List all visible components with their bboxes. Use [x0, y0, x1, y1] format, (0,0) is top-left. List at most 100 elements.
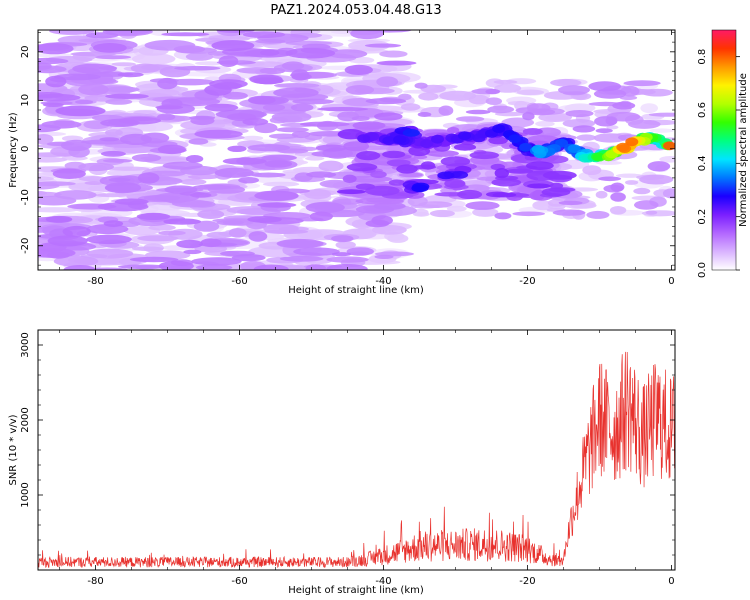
heatmap-cell	[86, 267, 128, 270]
heatmap-cell	[259, 67, 286, 75]
snr-series-line	[38, 351, 675, 569]
heatmap-cell	[162, 161, 203, 170]
heatmap-cell	[143, 195, 181, 201]
heatmap-cell	[465, 201, 500, 210]
heatmap-cell	[446, 205, 467, 212]
heatmap-cell	[95, 193, 130, 198]
heatmap-cell	[319, 179, 351, 188]
x-tick-label: -60	[231, 276, 247, 287]
heatmap-cell	[547, 199, 566, 207]
heatmap-cell	[279, 255, 324, 262]
heatmap-cell	[388, 179, 406, 186]
heatmap-cell	[376, 60, 417, 66]
heatmap-cell	[247, 144, 291, 152]
heatmap-cell	[105, 93, 149, 100]
heatmap-cell	[558, 200, 583, 206]
heatmap-cell	[227, 145, 247, 152]
heatmap-cell	[457, 189, 483, 200]
heatmap-cell	[131, 153, 162, 162]
x-tick-label: 0	[668, 576, 674, 587]
heatmap-cell	[516, 89, 545, 96]
heatmap-cell	[119, 133, 152, 145]
heatmap-cell	[305, 156, 325, 161]
heatmap-cell	[137, 235, 179, 242]
heatmap-cell	[191, 257, 242, 266]
heatmap-cell	[322, 135, 345, 145]
heatmap-cell	[46, 251, 70, 259]
heatmap-cell	[494, 168, 509, 179]
heatmap-cell	[565, 110, 594, 117]
heatmap-cell	[53, 73, 101, 81]
heatmap-cell	[437, 171, 455, 180]
heatmap-cell	[195, 264, 233, 270]
spectrogram-panel: -80 -60 -40 -20 0 -20 -10 0 10 20 Height of strai…	[8, 29, 676, 296]
heatmap-cell	[254, 190, 299, 201]
heatmap-cell	[640, 103, 658, 113]
heatmap-cell	[595, 128, 613, 134]
heatmap-cell	[487, 105, 515, 114]
heatmap-cell	[105, 98, 133, 105]
colorbar-tick-label: 0.0	[697, 262, 708, 278]
heatmap-cell	[398, 172, 423, 178]
heatmap-cell	[174, 65, 221, 71]
heatmap-cell	[372, 225, 407, 235]
heatmap-cell	[38, 93, 81, 102]
heatmap-cell	[526, 161, 554, 170]
heatmap-cell	[306, 171, 337, 178]
heatmap-cell	[365, 98, 407, 105]
heatmap-cell	[247, 95, 276, 105]
heatmap-cell	[273, 87, 319, 98]
heatmap-cell	[438, 105, 454, 116]
heatmap-cell	[379, 50, 408, 58]
heatmap-cell	[216, 30, 255, 33]
heatmap-cell	[315, 144, 347, 152]
heatmap-cell	[111, 62, 136, 67]
heatmap-cell	[94, 55, 132, 60]
heatmap-cell	[492, 124, 506, 133]
heatmap-cell	[420, 139, 434, 149]
heatmap-cell	[593, 88, 627, 99]
heatmap-cell	[103, 220, 124, 228]
spectrogram-xlabel: Height of straight line (km)	[288, 285, 424, 296]
heatmap-cell	[42, 102, 64, 108]
heatmap-cell	[53, 255, 99, 267]
heatmap-cell	[251, 172, 286, 178]
x-tick-label: 0	[668, 276, 674, 287]
heatmap-cell	[355, 183, 375, 190]
heatmap-cell	[304, 189, 332, 200]
heatmap-cell	[326, 264, 368, 270]
heatmap-cell	[364, 43, 402, 48]
x-tick-label: -80	[87, 276, 103, 287]
heatmap-cell	[588, 81, 622, 92]
heatmap-cell	[242, 31, 286, 38]
heatmap-cell	[426, 150, 459, 157]
heatmap-cell	[161, 32, 210, 37]
colorbar-tick-label: 0.6	[697, 102, 708, 118]
heatmap-cell	[519, 142, 533, 152]
heatmap-cell	[541, 187, 571, 197]
heatmap-cell	[576, 134, 597, 141]
heatmap-cell	[52, 168, 86, 179]
heatmap-cell	[38, 156, 68, 163]
colorbar-tick-label: 0.8	[697, 49, 708, 65]
heatmap-cell	[176, 239, 204, 249]
heatmap-cell	[382, 136, 396, 146]
heatmap-cell	[365, 219, 390, 228]
heatmap-cell	[494, 83, 522, 93]
heatmap-cell	[257, 202, 297, 208]
heatmap-cell	[346, 247, 374, 256]
heatmap-cell	[231, 254, 266, 262]
heatmap-cell	[491, 178, 522, 187]
heatmap-cell	[370, 170, 387, 179]
heatmap-cell	[192, 184, 231, 190]
y-tick-label: 20	[20, 45, 31, 58]
colorbar-label: Normalized spectral amplitude	[738, 73, 749, 227]
heatmap-cell	[376, 76, 399, 87]
heatmap-cell	[274, 83, 320, 88]
snr-frame	[37, 329, 676, 571]
heatmap-cell	[268, 133, 299, 139]
heatmap-cell	[78, 176, 107, 182]
heatmap-cell	[228, 228, 247, 238]
spectrogram-ticks: -80 -60 -40 -20 0 -20 -10 0 10 20	[20, 30, 675, 287]
heatmap-cell	[615, 173, 643, 178]
